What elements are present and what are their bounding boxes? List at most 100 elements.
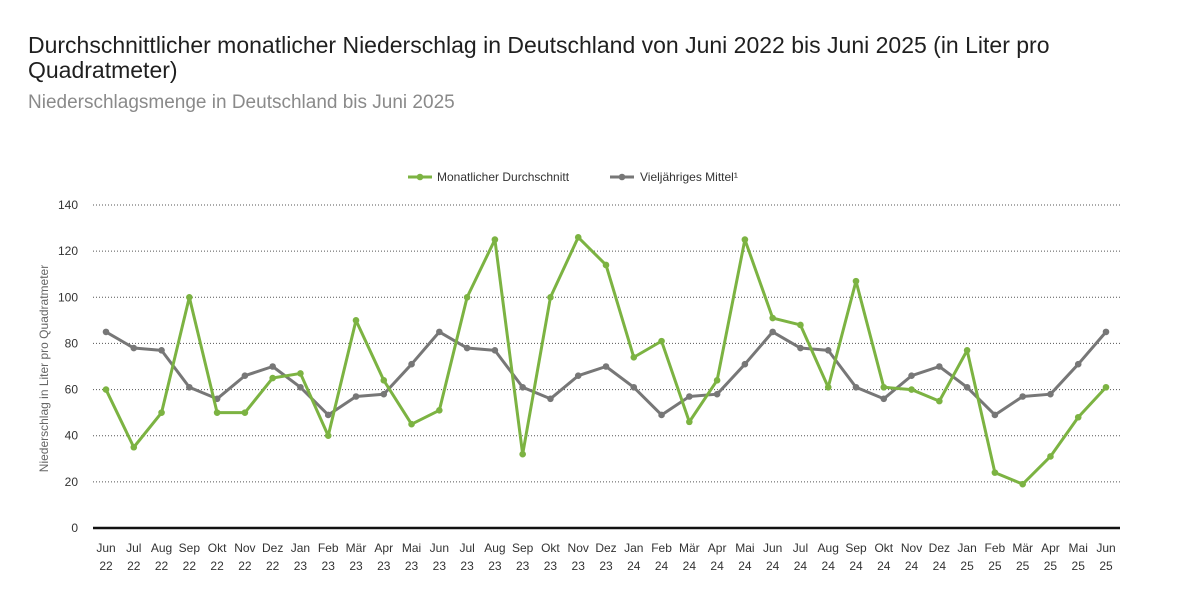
data-point (297, 383, 304, 391)
x-tick-label: Apr 23 (374, 541, 393, 573)
y-axis: 0 20 40 60 80 100 120 140 Niederschlag in Liter … (37, 198, 78, 535)
series-line (104, 235, 1108, 486)
x-tick-label: Nov 24 (901, 541, 922, 573)
data-point (658, 411, 665, 419)
y-tick-label: 80 (65, 336, 79, 350)
x-tick-label: Feb 24 (651, 541, 672, 573)
x-tick-label: Jun 22 (96, 541, 115, 573)
y-tick-label: 140 (58, 198, 78, 212)
data-point (686, 393, 693, 400)
data-point (991, 469, 999, 476)
y-tick-label: 60 (65, 383, 79, 397)
x-tick-label: Okt 24 (874, 541, 893, 573)
data-point (797, 344, 804, 352)
data-point (1074, 360, 1082, 368)
x-tick-label: Jan 23 (291, 541, 310, 573)
data-point (324, 411, 332, 419)
x-tick-label: Mai 23 (402, 541, 421, 573)
data-point (797, 321, 804, 329)
x-axis: Jun 22 Jul 22 Aug 22 Sep 22 Okt 22 Nov 22 Dez 22 Jan 23… (93, 526, 1120, 573)
x-tick-label: Aug 24 (818, 541, 839, 573)
series-2 (102, 328, 1110, 419)
chart-title: Durchschnittlicher monatlicher Niedersch… (28, 32, 1050, 83)
data-point (491, 236, 499, 243)
x-tick-label: Okt 23 (541, 541, 560, 573)
x-tick-label: Mär 24 (679, 541, 700, 573)
y-tick-label: 0 (71, 521, 78, 535)
data-point (991, 411, 999, 419)
data-point (547, 293, 554, 301)
y-tick-label: 20 (65, 475, 79, 489)
x-tick-label: Nov 23 (568, 541, 589, 573)
data-point (519, 383, 526, 391)
data-point (769, 328, 776, 336)
data-point (908, 372, 915, 380)
x-tick-label: Dez 22 (262, 541, 283, 573)
x-tick-label: Apr 24 (708, 541, 727, 573)
data-point (936, 397, 943, 405)
data-point (1047, 390, 1054, 398)
series-group (102, 234, 1110, 488)
y-axis-title: Niederschlag in Liter pro Quadratmeter (37, 265, 51, 472)
data-point (630, 383, 638, 391)
data-point (408, 360, 415, 368)
data-point (380, 377, 388, 384)
data-point (574, 234, 582, 241)
x-tick-label: Feb 25 (985, 541, 1006, 573)
data-point (824, 383, 832, 391)
data-point (658, 337, 665, 345)
data-point (130, 443, 138, 451)
data-point (269, 363, 276, 370)
data-point (686, 418, 693, 426)
data-point (713, 390, 721, 398)
data-point (1019, 480, 1026, 488)
y-tick-label: 40 (65, 429, 79, 443)
data-point (1102, 383, 1110, 391)
data-point (1047, 453, 1054, 460)
data-point (852, 277, 860, 285)
x-tick-label: Jan 24 (624, 541, 643, 573)
data-point (824, 347, 832, 354)
data-point (213, 409, 221, 416)
data-point (602, 363, 610, 370)
data-point (352, 393, 360, 400)
data-point (602, 261, 610, 269)
x-tick-label: Dez 24 (929, 541, 950, 573)
series-1 (102, 234, 1110, 488)
data-point (186, 383, 193, 391)
y-tick-label: 120 (58, 244, 78, 258)
x-tick-label: Aug 22 (151, 541, 172, 573)
chart-subtitle: Niederschlagsmenge in Deutschland bis Ju… (28, 92, 455, 113)
data-point (741, 360, 749, 368)
data-point (241, 409, 249, 416)
gridlines (93, 204, 1120, 483)
data-point (436, 407, 443, 414)
data-point (630, 353, 638, 361)
legend-item: Monatlicher Durchschnitt (408, 170, 570, 184)
data-point (408, 420, 415, 428)
x-tick-label: Jan 25 (957, 541, 976, 573)
data-point (769, 314, 776, 322)
data-point (158, 347, 165, 354)
legend-label: Vieljähriges Mittel¹ (640, 170, 738, 184)
data-point (463, 293, 471, 301)
x-tick-label: Feb 23 (318, 541, 339, 573)
x-tick-label: Dez 23 (595, 541, 616, 573)
data-point (352, 317, 360, 324)
data-point (436, 328, 443, 336)
x-tick-label: Mai 25 (1069, 541, 1088, 573)
x-tick-label: Nov 22 (234, 541, 255, 573)
data-point (491, 347, 499, 354)
x-tick-label: Okt 22 (208, 541, 227, 573)
x-tick-label: Jun 25 (1096, 541, 1115, 573)
data-point (241, 372, 249, 380)
x-tick-label: Mär 25 (1012, 541, 1033, 573)
x-tick-label: Mai 24 (735, 541, 754, 573)
x-tick-label: Jul 23 (459, 541, 474, 573)
x-tick-label: Sep 23 (512, 541, 534, 573)
data-point (158, 409, 165, 416)
data-point (102, 386, 110, 393)
data-point (519, 450, 526, 458)
data-point (713, 377, 721, 384)
